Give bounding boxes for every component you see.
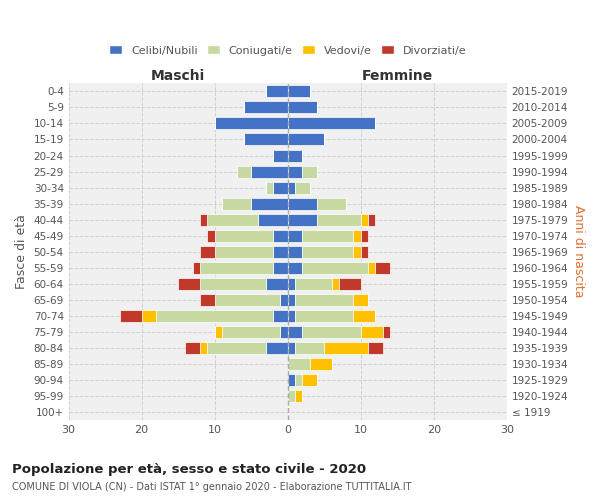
- Bar: [295, 294, 353, 306]
- Bar: [287, 358, 310, 370]
- Bar: [295, 374, 302, 386]
- Bar: [193, 262, 200, 274]
- Bar: [331, 278, 339, 290]
- Bar: [222, 198, 251, 209]
- Bar: [266, 342, 287, 354]
- Bar: [287, 86, 310, 98]
- Bar: [208, 342, 266, 354]
- Bar: [368, 214, 376, 226]
- Bar: [302, 262, 368, 274]
- Bar: [310, 358, 331, 370]
- Bar: [383, 326, 390, 338]
- Bar: [185, 342, 200, 354]
- Bar: [222, 326, 280, 338]
- Bar: [273, 246, 287, 258]
- Bar: [236, 166, 251, 177]
- Bar: [200, 278, 266, 290]
- Bar: [259, 214, 287, 226]
- Bar: [244, 134, 287, 145]
- Bar: [361, 214, 368, 226]
- Bar: [142, 310, 156, 322]
- Y-axis label: Anni di nascita: Anni di nascita: [572, 206, 585, 298]
- Bar: [287, 342, 295, 354]
- Bar: [287, 198, 317, 209]
- Bar: [287, 326, 302, 338]
- Bar: [266, 86, 287, 98]
- Bar: [353, 246, 361, 258]
- Bar: [244, 102, 287, 114]
- Bar: [200, 294, 215, 306]
- Bar: [317, 198, 346, 209]
- Bar: [200, 246, 215, 258]
- Text: COMUNE DI VIOLA (CN) - Dati ISTAT 1° gennaio 2020 - Elaborazione TUTTITALIA.IT: COMUNE DI VIOLA (CN) - Dati ISTAT 1° gen…: [12, 482, 412, 492]
- Bar: [295, 182, 310, 194]
- Bar: [273, 182, 287, 194]
- Bar: [353, 294, 368, 306]
- Bar: [302, 326, 361, 338]
- Bar: [287, 310, 295, 322]
- Bar: [361, 230, 368, 241]
- Bar: [251, 198, 287, 209]
- Bar: [200, 262, 273, 274]
- Bar: [287, 134, 324, 145]
- Bar: [295, 342, 324, 354]
- Bar: [200, 214, 208, 226]
- Bar: [280, 326, 287, 338]
- Bar: [287, 390, 295, 402]
- Legend: Celibi/Nubili, Coniugati/e, Vedovi/e, Divorziati/e: Celibi/Nubili, Coniugati/e, Vedovi/e, Di…: [106, 42, 470, 59]
- Bar: [295, 278, 331, 290]
- Bar: [302, 230, 353, 241]
- Bar: [361, 246, 368, 258]
- Bar: [324, 342, 368, 354]
- Bar: [287, 262, 302, 274]
- Bar: [361, 326, 383, 338]
- Bar: [287, 230, 302, 241]
- Y-axis label: Fasce di età: Fasce di età: [15, 214, 28, 289]
- Bar: [317, 214, 361, 226]
- Bar: [353, 230, 361, 241]
- Bar: [215, 326, 222, 338]
- Bar: [178, 278, 200, 290]
- Bar: [287, 278, 295, 290]
- Bar: [273, 150, 287, 162]
- Bar: [273, 262, 287, 274]
- Bar: [376, 262, 390, 274]
- Bar: [266, 182, 273, 194]
- Bar: [215, 294, 280, 306]
- Bar: [208, 214, 259, 226]
- Bar: [287, 102, 317, 114]
- Bar: [368, 262, 376, 274]
- Bar: [302, 246, 353, 258]
- Bar: [287, 374, 295, 386]
- Bar: [287, 118, 376, 130]
- Bar: [295, 310, 353, 322]
- Bar: [353, 310, 376, 322]
- Bar: [215, 246, 273, 258]
- Bar: [273, 310, 287, 322]
- Text: Popolazione per età, sesso e stato civile - 2020: Popolazione per età, sesso e stato civil…: [12, 462, 366, 475]
- Bar: [280, 294, 287, 306]
- Bar: [287, 182, 295, 194]
- Text: Femmine: Femmine: [362, 70, 433, 84]
- Bar: [302, 374, 317, 386]
- Bar: [287, 246, 302, 258]
- Bar: [215, 230, 273, 241]
- Bar: [156, 310, 273, 322]
- Bar: [251, 166, 287, 177]
- Bar: [287, 214, 317, 226]
- Text: Maschi: Maschi: [151, 70, 205, 84]
- Bar: [287, 150, 302, 162]
- Bar: [215, 118, 287, 130]
- Bar: [287, 294, 295, 306]
- Bar: [368, 342, 383, 354]
- Bar: [208, 230, 215, 241]
- Bar: [287, 166, 302, 177]
- Bar: [266, 278, 287, 290]
- Bar: [302, 166, 317, 177]
- Bar: [339, 278, 361, 290]
- Bar: [273, 230, 287, 241]
- Bar: [295, 390, 302, 402]
- Bar: [120, 310, 142, 322]
- Bar: [200, 342, 208, 354]
